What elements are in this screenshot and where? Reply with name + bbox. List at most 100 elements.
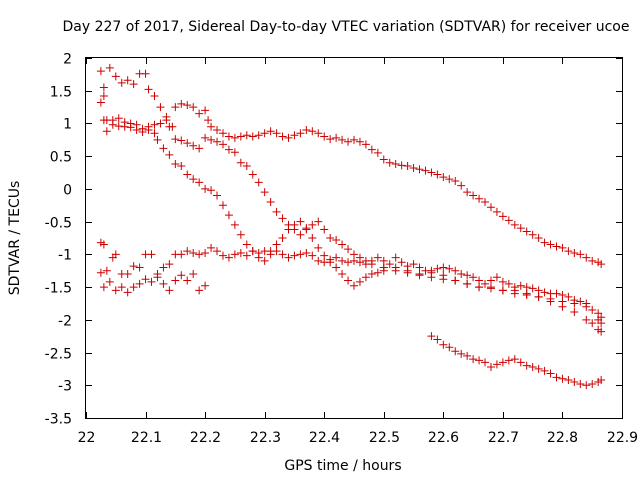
- data-point: [439, 340, 448, 349]
- data-point: [213, 137, 222, 146]
- data-point: [99, 91, 108, 100]
- data-point: [332, 133, 341, 142]
- data-point: [344, 137, 353, 146]
- data-point: [498, 358, 507, 367]
- data-point: [481, 358, 490, 367]
- data-point: [296, 129, 305, 138]
- data-point: [236, 230, 245, 239]
- data-point: [361, 273, 370, 282]
- data-point: [296, 230, 305, 239]
- data-point: [457, 349, 466, 358]
- data-point: [99, 83, 108, 92]
- y-tick-label: -1.5: [45, 281, 72, 297]
- data-point: [171, 135, 180, 144]
- data-point: [242, 131, 251, 140]
- data-point: [433, 335, 442, 344]
- data-point: [439, 173, 448, 182]
- data-point: [597, 260, 606, 269]
- data-point: [510, 220, 519, 229]
- data-point: [290, 220, 299, 229]
- data-point: [207, 135, 216, 144]
- data-point: [367, 256, 376, 265]
- data-point: [171, 276, 180, 285]
- data-point: [415, 263, 424, 272]
- data-point: [162, 116, 171, 125]
- data-point: [492, 207, 501, 216]
- data-point: [445, 175, 454, 184]
- data-point: [165, 260, 174, 269]
- data-point: [207, 122, 216, 131]
- data-point: [588, 306, 597, 314]
- data-point: [582, 381, 591, 390]
- data-point: [498, 212, 507, 221]
- data-point: [266, 198, 275, 206]
- y-tick-label: -1: [58, 248, 72, 264]
- data-point: [552, 373, 561, 382]
- data-point: [504, 216, 513, 225]
- x-tick-label: 22.4: [309, 430, 340, 446]
- data-point: [355, 277, 364, 286]
- data-point: [326, 135, 335, 144]
- data-point: [177, 162, 186, 170]
- data-point: [171, 160, 180, 169]
- data-point: [302, 249, 311, 258]
- data-point: [183, 247, 192, 256]
- data-point: [570, 296, 579, 305]
- x-tick-label: 22.8: [547, 430, 578, 446]
- data-point: [254, 131, 263, 140]
- x-tick-label: 22.1: [131, 430, 162, 446]
- data-point: [189, 103, 198, 112]
- data-point: [397, 258, 406, 267]
- data-point: [99, 116, 108, 125]
- data-point: [153, 135, 162, 144]
- chart-title: Day 227 of 2017, Sidereal Day-to-day VTE…: [63, 19, 630, 35]
- data-point: [338, 240, 347, 249]
- data-point: [201, 106, 210, 115]
- data-point: [278, 234, 287, 242]
- data-point: [254, 249, 263, 258]
- data-point: [463, 279, 472, 288]
- data-point: [314, 217, 323, 226]
- data-point: [344, 245, 353, 254]
- y-tick-label: -2.5: [45, 347, 72, 363]
- data-point: [218, 140, 227, 149]
- data-point: [314, 129, 323, 138]
- data-point: [469, 355, 478, 364]
- data-point: [195, 250, 204, 259]
- data-point: [564, 376, 573, 385]
- data-point: [576, 250, 585, 259]
- data-point: [350, 135, 358, 144]
- data-point: [165, 122, 174, 131]
- data-point: [415, 271, 424, 280]
- y-tick-label: 2: [63, 52, 72, 68]
- data-point: [355, 258, 364, 267]
- data-point: [475, 283, 484, 292]
- data-point: [195, 144, 204, 153]
- data-point: [177, 99, 186, 108]
- data-point: [147, 250, 156, 259]
- data-point: [266, 250, 275, 259]
- data-point: [516, 358, 525, 367]
- data-point: [123, 270, 132, 278]
- x-tick-label: 22.2: [190, 430, 221, 446]
- data-point: [415, 165, 424, 174]
- data-point: [260, 129, 269, 138]
- data-point: [361, 260, 370, 269]
- data-point: [338, 135, 347, 144]
- data-point: [564, 292, 573, 301]
- data-point: [582, 299, 591, 308]
- data-point: [451, 266, 460, 275]
- data-point: [224, 132, 233, 141]
- data-point: [373, 268, 382, 277]
- data-point: [177, 250, 186, 259]
- data-point: [504, 279, 513, 288]
- data-point: [254, 178, 263, 187]
- data-point: [355, 137, 364, 146]
- data-point: [290, 131, 299, 140]
- data-point: [177, 271, 186, 280]
- data-point: [397, 161, 406, 170]
- data-point: [260, 247, 269, 256]
- data-point: [132, 120, 141, 129]
- data-point: [451, 177, 460, 186]
- data-point: [272, 129, 281, 138]
